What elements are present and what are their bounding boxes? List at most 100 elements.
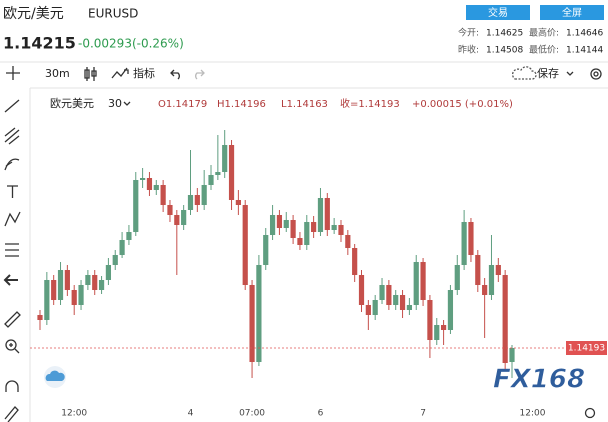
settings-icon-center (593, 71, 599, 77)
candle-body (249, 285, 255, 362)
candle-body (140, 178, 146, 180)
magnet-tool[interactable] (5, 380, 19, 392)
redo-icon[interactable] (195, 69, 205, 80)
text-tool[interactable] (7, 185, 18, 198)
candle-body (105, 265, 112, 280)
indicators-button[interactable]: 指标 (133, 66, 155, 80)
trade-button[interactable] (466, 5, 530, 20)
legend-close: 收=1.14193 (340, 97, 400, 110)
candle-body (71, 290, 77, 305)
legend-interval: 30 (108, 97, 122, 110)
candle-body (379, 285, 385, 300)
candle-body (434, 325, 440, 340)
fullscreen-button-label[interactable]: 全屏 (562, 6, 582, 19)
measure-tool[interactable] (4, 311, 21, 328)
candle-body (331, 225, 337, 230)
back-tool[interactable] (3, 274, 18, 286)
legend-low: L1.14163 (281, 99, 328, 110)
candle-body (181, 210, 187, 225)
candle-body (215, 172, 221, 175)
candle-body (160, 185, 166, 205)
line-tool[interactable] (4, 99, 20, 113)
candle-body (133, 180, 139, 232)
candle-body (393, 295, 399, 305)
candle-body (311, 222, 317, 232)
candle-body (187, 195, 194, 210)
candle-body (174, 215, 180, 225)
candle-body (468, 222, 474, 255)
chart-type-icon[interactable] (84, 67, 97, 81)
settings-icon[interactable] (590, 68, 602, 80)
zoom-tool-plus[interactable] (9, 343, 20, 354)
price: 1.14215 (3, 34, 76, 53)
candle-body (358, 275, 365, 305)
stat-label: 最低价: (529, 44, 559, 56)
candle-body (37, 315, 43, 320)
candle-body (57, 270, 64, 300)
candle-body (304, 222, 310, 245)
candle-body (112, 255, 118, 265)
legend-name: 欧元美元 (50, 97, 94, 110)
x-tick-label: 12:00 (61, 409, 87, 419)
zoom-tool[interactable] (5, 339, 17, 351)
candle-body (482, 285, 488, 295)
candle-body (256, 265, 262, 362)
x-tick-label: 07:00 (239, 409, 265, 419)
stat-value: 1.14625 (486, 29, 523, 39)
candle-body (78, 285, 84, 305)
prediction-tool[interactable] (5, 243, 19, 257)
indicator-icon[interactable] (111, 67, 129, 79)
stat-value: 1.14508 (486, 46, 523, 56)
save-menu-icon[interactable] (566, 71, 574, 76)
candle-body (146, 178, 153, 190)
candle-body (420, 262, 426, 300)
candle-body (372, 300, 378, 315)
candle-body (324, 198, 330, 230)
stat-label: 最高价: (529, 27, 559, 39)
candle-body (454, 265, 460, 290)
instrument-title: 欧元/美元 (3, 6, 64, 22)
undo-icon[interactable] (170, 69, 180, 80)
drawing-tools (3, 99, 21, 422)
fib-tool[interactable] (4, 127, 20, 145)
candle-body (461, 222, 467, 265)
candle-body (269, 215, 276, 235)
candle-body (44, 280, 50, 320)
candle-body (208, 175, 214, 185)
x-tick-label: 7 (420, 409, 426, 419)
candle-body (51, 280, 57, 300)
last-price-label: 1.14193 (568, 344, 605, 354)
candle-body (413, 262, 419, 305)
candle-body (440, 325, 447, 330)
candle-body (98, 280, 105, 290)
logo-cloud (45, 370, 65, 381)
candle-body (201, 185, 207, 205)
candle-body (352, 248, 358, 275)
interval[interactable]: 30m (45, 67, 70, 80)
candle-body (509, 348, 515, 362)
axis-settings-icon[interactable] (584, 407, 596, 419)
candle-body (386, 285, 392, 305)
x-tick-label: 4 (188, 409, 194, 419)
candle-body (242, 205, 248, 285)
candle-body (222, 145, 228, 172)
candle-body (92, 275, 98, 290)
crosshair-icon[interactable] (6, 66, 20, 80)
fullscreen-button[interactable] (540, 5, 604, 20)
stat-label: 今开: (458, 27, 479, 39)
watermark: FX168 (493, 365, 585, 395)
trade-button-label[interactable]: 交易 (488, 6, 508, 19)
save-button[interactable]: 保存 (537, 66, 559, 80)
brush-tool[interactable] (4, 158, 20, 171)
lock-tool[interactable] (4, 406, 19, 422)
candle-body (427, 300, 433, 340)
legend-menu-icon[interactable] (123, 101, 131, 106)
candle-body (119, 240, 125, 255)
candle-body (194, 195, 200, 205)
x-tick-label: 6 (318, 409, 324, 419)
stat-value: 1.14646 (566, 29, 603, 39)
x-tick-label: 12:00 (520, 409, 546, 419)
candle-body (338, 225, 344, 235)
pattern-tool[interactable] (4, 211, 21, 227)
cloud-icon[interactable] (511, 66, 537, 80)
